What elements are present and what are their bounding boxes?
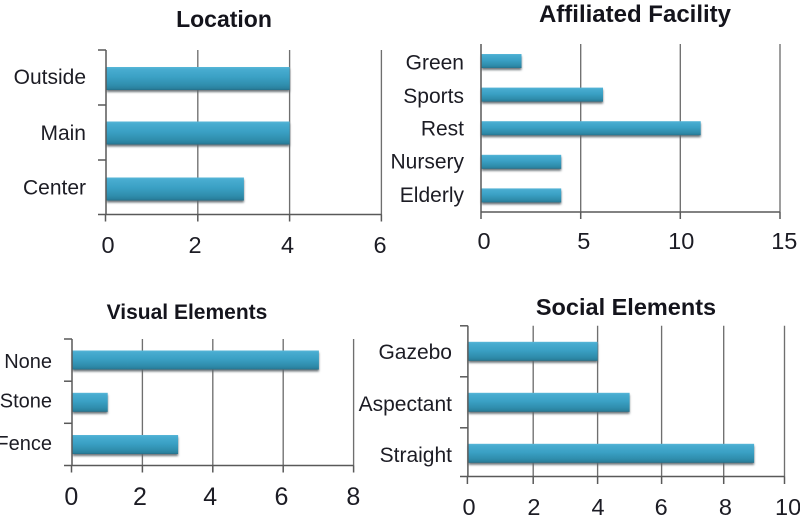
svg-text:4: 4 [203, 483, 217, 511]
svg-text:6: 6 [655, 494, 668, 519]
svg-text:Rest: Rest [421, 118, 464, 141]
svg-text:Social Elements: Social Elements [536, 294, 716, 320]
svg-text:Stone: Stone [0, 391, 52, 413]
svg-text:Straight: Straight [380, 444, 453, 467]
svg-text:10: 10 [668, 228, 694, 254]
svg-text:5: 5 [577, 228, 590, 254]
svg-text:0: 0 [462, 494, 475, 519]
svg-text:Nursery: Nursery [390, 151, 464, 174]
svg-text:2: 2 [188, 232, 201, 258]
svg-text:6: 6 [274, 483, 288, 511]
svg-text:Center: Center [23, 177, 86, 200]
svg-text:Outside: Outside [14, 66, 86, 89]
svg-text:0: 0 [64, 483, 78, 511]
svg-text:Sports: Sports [403, 85, 464, 108]
svg-text:6: 6 [373, 232, 386, 258]
svg-text:Green: Green [406, 52, 464, 75]
svg-text:8: 8 [719, 494, 732, 519]
svg-text:Gazebo: Gazebo [378, 341, 452, 364]
svg-text:Aspectant: Aspectant [359, 393, 453, 416]
svg-text:4: 4 [281, 232, 294, 258]
svg-text:Elderly: Elderly [400, 184, 465, 207]
svg-text:2: 2 [527, 494, 540, 519]
svg-text:2: 2 [133, 483, 147, 511]
svg-text:10: 10 [775, 494, 800, 519]
svg-text:8: 8 [346, 483, 360, 511]
svg-text:0: 0 [477, 228, 490, 254]
svg-text:Main: Main [40, 122, 86, 145]
svg-text:0: 0 [101, 232, 114, 258]
svg-text:Fence: Fence [0, 433, 52, 455]
svg-text:Affiliated Facility: Affiliated Facility [539, 1, 732, 28]
svg-text:Location: Location [176, 6, 272, 32]
svg-text:4: 4 [591, 494, 604, 519]
svg-text:15: 15 [771, 228, 797, 254]
svg-text:None: None [4, 351, 52, 373]
svg-text:Visual Elements: Visual Elements [107, 301, 268, 324]
